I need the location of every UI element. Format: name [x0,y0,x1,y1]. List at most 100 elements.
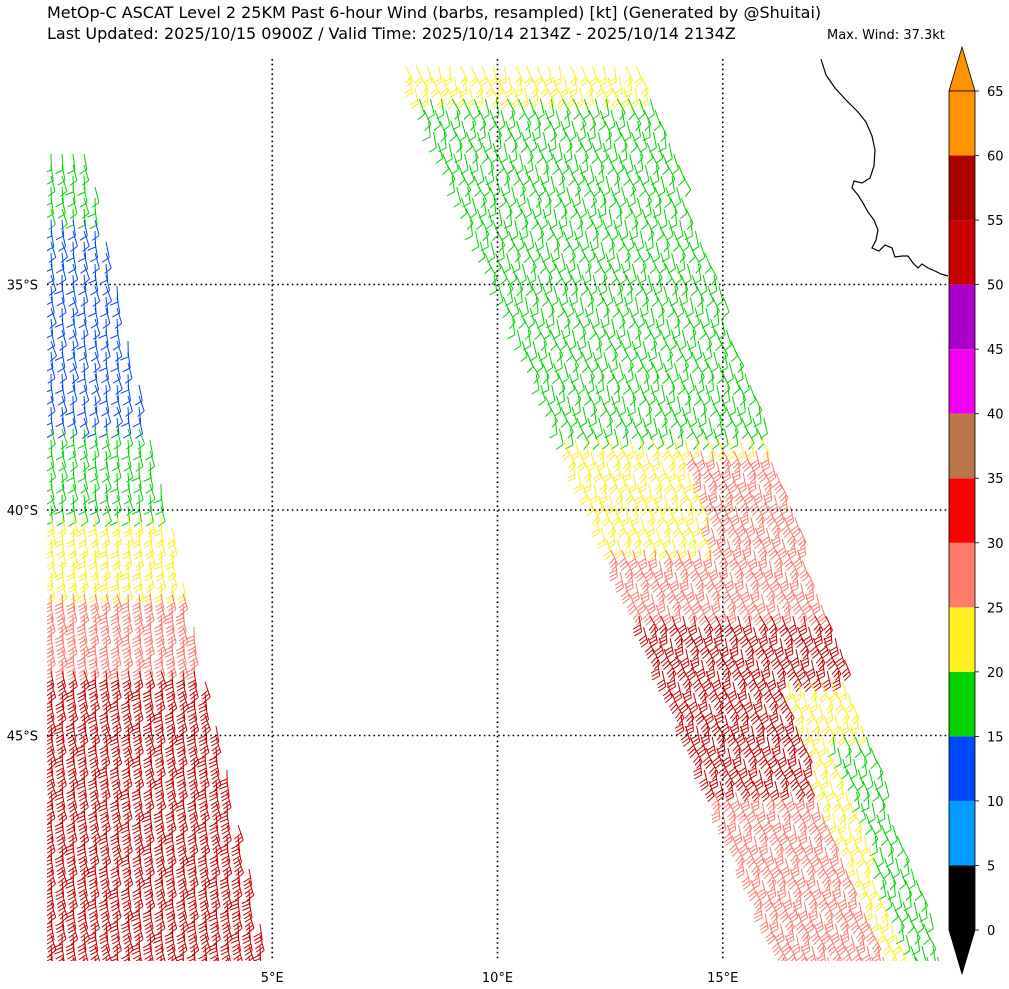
wind-barb [438,131,447,153]
wind-barb [789,692,799,714]
wind-barb [708,758,719,780]
wind-barb [80,923,90,945]
wind-barb [806,868,816,890]
wind-barb [862,857,871,879]
colorbar-tick-label: 65 [987,85,1004,100]
wind-barb [648,175,656,197]
wind-barb [778,692,789,714]
wind-barb [831,879,841,901]
wind-barb [509,263,518,285]
wind-barb [166,593,177,615]
wind-barb [688,241,696,263]
wind-barb [189,934,200,956]
wind-barb [593,329,603,351]
wind-barb [54,274,63,295]
wind-barb [850,835,859,857]
wind-barb [617,307,626,329]
wind-barb [763,483,773,505]
wind-barb [70,483,79,505]
wind-barb [844,692,854,714]
wind-barb [111,835,122,857]
wind-barb [796,527,807,549]
wind-barb [701,505,711,527]
wind-barb [796,868,806,890]
wind-barb [505,285,514,307]
wind-barb [47,659,53,679]
wind-barb [156,791,167,813]
wind-barb [738,758,748,780]
wind-barb [100,296,109,318]
wind-barb [100,934,111,956]
wind-barb [579,197,587,219]
wind-barb [619,131,628,153]
wind-barb [689,483,698,505]
wind-barb [652,604,662,626]
wind-barb [77,747,87,769]
wind-barb [841,791,851,813]
wind-barb [606,230,616,252]
wind-barb [48,428,56,450]
wind-barb [147,450,156,472]
wind-barb [65,835,74,856]
wind-barb [773,560,783,582]
wind-barb [714,406,723,428]
wind-barb [588,109,597,131]
wind-barb [209,879,219,901]
wind-barb [540,373,550,395]
wind-barb [433,109,441,131]
wind-barb [90,758,101,780]
wind-barb [808,901,818,923]
wind-barb [697,527,707,549]
wind-barb [178,659,189,681]
wind-barb [716,527,726,549]
wind-barb [201,934,211,956]
wind-barb [135,648,145,670]
wind-barb [101,692,112,714]
wind-barb [787,736,797,758]
wind-barb [55,406,64,428]
wind-barb [908,868,916,890]
wind-barb [512,164,521,186]
wind-barb [766,868,777,890]
wind-barb [121,791,131,813]
wind-barb [884,890,893,912]
wind-barb [131,593,141,615]
wind-barb [54,494,63,515]
wind-barb [451,98,461,120]
wind-barb [67,604,78,626]
wind-barb [200,901,211,923]
wind-barb [849,912,860,934]
wind-barb [176,769,186,791]
wind-barb [609,340,619,362]
wind-barb [137,428,145,450]
wind-barb [110,857,120,879]
wind-barb [662,604,672,626]
wind-barb [154,747,164,769]
wind-barb [131,494,141,515]
wind-barb [682,670,693,692]
wind-barb [734,406,743,428]
wind-barb [94,956,96,961]
wind-barb [714,571,725,593]
wind-barb [628,263,637,285]
wind-barb [54,593,64,614]
wind-barb [485,208,493,230]
wind-barb [614,197,623,219]
wind-barb [101,813,111,835]
wind-barb [853,901,863,923]
wind-barb [142,648,152,669]
wind-barb [186,945,196,961]
wind-barb [772,890,783,912]
wind-barb [464,219,473,241]
wind-barb [795,780,806,802]
wind-barb [133,604,143,626]
wind-barb [819,637,830,659]
wind-barb [144,758,155,780]
wind-barb [501,164,511,186]
wind-barb [549,417,558,439]
wind-barb [549,329,558,351]
wind-barb [77,428,86,450]
wind-barb [702,428,710,450]
wind-barb [122,923,132,945]
wind-barb [451,153,459,175]
